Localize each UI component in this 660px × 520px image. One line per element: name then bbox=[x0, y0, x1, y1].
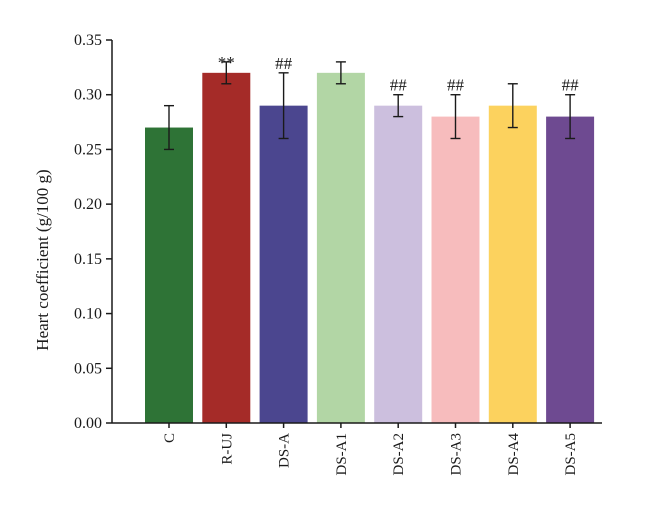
y-tick-label: 0.05 bbox=[74, 360, 102, 377]
bar-ds-a3 bbox=[431, 116, 480, 423]
significance-labels-layer: ** ## ## ## ## bbox=[218, 53, 579, 95]
bar-ds-a1 bbox=[316, 72, 365, 423]
error-bars-layer bbox=[164, 61, 576, 151]
category-label: DS-A2 bbox=[391, 433, 407, 476]
y-axis-label: Heart coefficient (g/100 g) bbox=[33, 169, 52, 350]
category-labels-layer: C R-UJ DS-A DS-A1 DS-A2 DS-A3 DS-A4 DS-A5 bbox=[162, 423, 579, 476]
y-tick-label: 0.25 bbox=[74, 141, 102, 158]
bar-ds-a5 bbox=[546, 116, 595, 423]
category-label: DS-A1 bbox=[334, 433, 350, 476]
significance-label: ## bbox=[447, 76, 465, 95]
significance-label: ## bbox=[275, 54, 293, 73]
bar-ds-a bbox=[259, 105, 308, 424]
category-label: DS-A3 bbox=[449, 433, 465, 476]
y-tick-label: 0.20 bbox=[74, 196, 102, 213]
significance-label: ## bbox=[562, 76, 580, 95]
y-tick-label: 0.15 bbox=[74, 251, 102, 268]
category-label: C bbox=[162, 433, 178, 443]
bar-r-uj bbox=[202, 72, 251, 423]
significance-label: ## bbox=[390, 76, 408, 95]
significance-label: ** bbox=[218, 53, 235, 72]
y-tick-label: 0.10 bbox=[74, 306, 102, 323]
y-tick-label: 0.00 bbox=[74, 415, 102, 432]
category-label: DS-A4 bbox=[506, 433, 522, 476]
bar-ds-a2 bbox=[374, 105, 423, 424]
bar-c bbox=[145, 127, 193, 424]
y-tick-label: 0.30 bbox=[74, 87, 102, 104]
category-label: DS-A5 bbox=[563, 433, 579, 476]
y-tick-label: 0.35 bbox=[74, 32, 102, 49]
category-label: DS-A bbox=[277, 433, 293, 468]
category-label: R-UJ bbox=[219, 433, 235, 465]
bar-ds-a4 bbox=[488, 105, 537, 424]
bars-layer bbox=[145, 72, 595, 424]
y-ticks-layer: 0.00 0.05 0.10 0.15 0.20 0.25 0.30 0.35 bbox=[74, 32, 112, 432]
